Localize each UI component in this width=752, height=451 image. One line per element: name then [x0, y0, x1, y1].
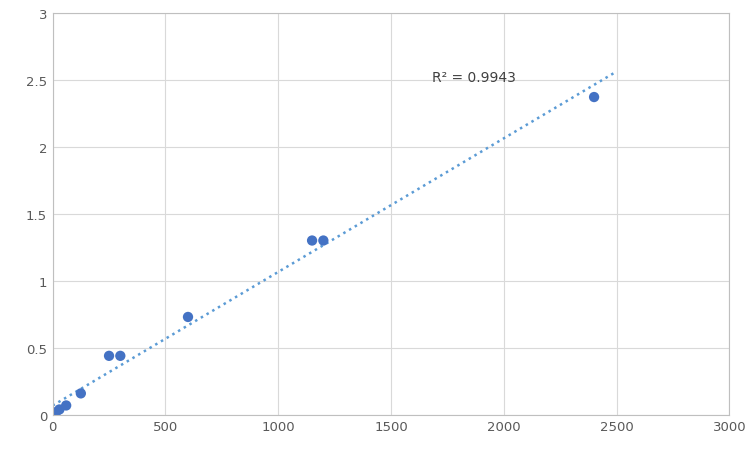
Point	[75, 390, 86, 397]
Point	[47, 411, 59, 419]
Point	[306, 237, 318, 244]
Text: R² = 0.9943: R² = 0.9943	[432, 71, 516, 85]
Point	[53, 406, 65, 413]
Point	[60, 402, 72, 409]
Point	[588, 94, 600, 101]
Point	[114, 352, 126, 359]
Point	[317, 237, 329, 244]
Point	[182, 313, 194, 321]
Point	[103, 352, 115, 359]
Point	[50, 409, 62, 416]
